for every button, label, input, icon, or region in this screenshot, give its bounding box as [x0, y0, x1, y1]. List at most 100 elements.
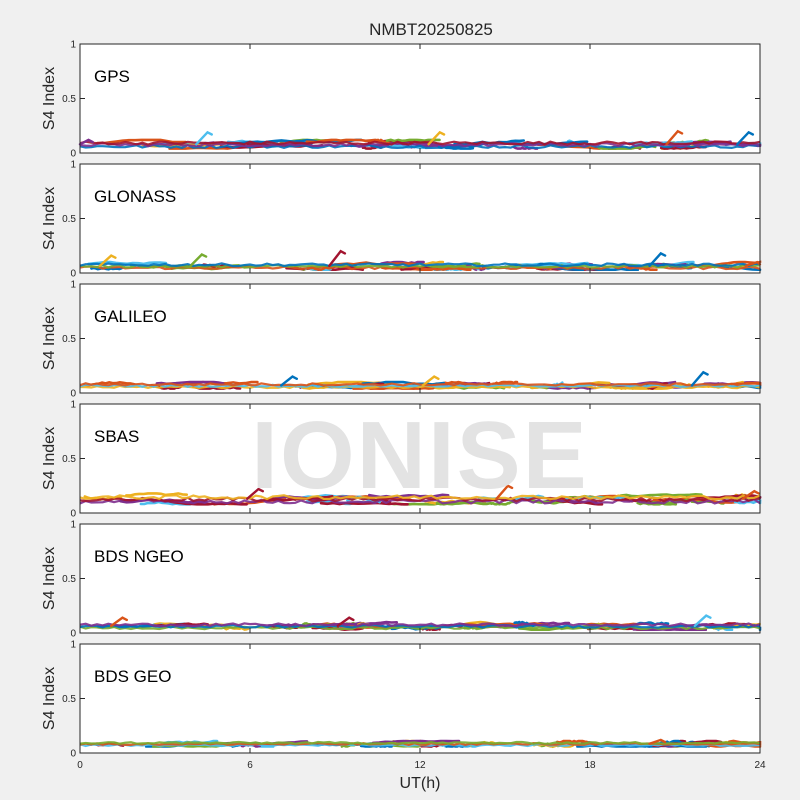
y-tick-label: 1 — [70, 40, 76, 51]
constellation-label: BDS NGEO — [94, 547, 184, 566]
series-trace — [595, 383, 674, 390]
y-ticks: 00.51 — [62, 640, 760, 760]
series-peak — [246, 487, 264, 500]
constellation-label: GLONASS — [94, 187, 176, 206]
y-axis-label: S4 Index — [41, 67, 58, 130]
y-tick-label: 0 — [70, 389, 76, 400]
series-baseline — [79, 262, 761, 268]
series-baseline — [79, 384, 761, 390]
data-traces — [79, 249, 762, 272]
y-tick-label: 1 — [70, 280, 76, 291]
y-tick-label: 1 — [70, 640, 76, 651]
y-tick-label: 0 — [70, 749, 76, 760]
x-tick-label: 0 — [77, 760, 83, 771]
y-tick-label: 0.5 — [62, 574, 76, 585]
constellation-label: SBAS — [94, 427, 139, 446]
series-peak — [744, 260, 762, 268]
series-peak — [280, 375, 298, 387]
series-trace — [125, 492, 189, 497]
constellation-label: GPS — [94, 67, 130, 86]
series-baseline — [79, 740, 761, 745]
y-tick-label: 0.5 — [62, 334, 76, 345]
series-baseline — [79, 140, 761, 146]
series-trace — [168, 500, 248, 506]
series-peak — [693, 614, 712, 628]
y-tick-label: 0 — [70, 629, 76, 640]
series-trace — [90, 266, 123, 271]
y-axis-label: S4 Index — [41, 547, 58, 610]
series-baseline — [79, 622, 761, 628]
plot-area — [80, 164, 760, 273]
series-baseline — [79, 496, 761, 503]
y-tick-label: 0.5 — [62, 454, 76, 465]
y-tick-label: 0 — [70, 149, 76, 160]
series-peak — [665, 129, 684, 146]
figure-title: NMBT20250825 — [369, 20, 493, 39]
y-tick-label: 0.5 — [62, 214, 76, 225]
plot-area — [80, 644, 760, 753]
series-peak — [336, 616, 355, 628]
constellation-label: BDS GEO — [94, 667, 171, 686]
y-ticks: 00.51 — [62, 520, 760, 640]
y-axis-label: S4 Index — [41, 667, 58, 730]
y-tick-label: 1 — [70, 160, 76, 171]
series-trace — [541, 385, 597, 390]
y-ticks: 00.51 — [62, 280, 760, 400]
series-baseline — [79, 143, 761, 150]
series-baseline — [79, 265, 761, 271]
watermark-logo: IONISE — [251, 402, 588, 509]
y-ticks: 00.51 — [62, 160, 760, 280]
series-trace — [380, 260, 425, 265]
series-peak — [78, 138, 94, 146]
series-peak — [495, 484, 514, 500]
y-tick-label: 0.5 — [62, 94, 76, 105]
data-traces — [78, 129, 762, 150]
series-trace — [371, 739, 461, 745]
y-tick-label: 0.5 — [62, 694, 76, 705]
series-baseline — [79, 382, 761, 387]
y-ticks: 00.51 — [62, 400, 760, 520]
plot-area — [80, 44, 760, 153]
series-peak — [195, 130, 213, 146]
series-peak — [648, 251, 667, 268]
y-axis-label: S4 Index — [41, 187, 58, 250]
plot-area — [80, 524, 760, 633]
series-trace — [555, 739, 589, 744]
series-peak — [110, 616, 128, 628]
series-peak — [189, 253, 208, 268]
series-trace — [385, 138, 441, 143]
series-trace — [619, 492, 703, 498]
series-peak — [328, 249, 347, 268]
series-peak — [648, 738, 667, 745]
series-peak — [421, 375, 440, 387]
x-tick-label: 6 — [247, 760, 253, 771]
series-peak — [736, 130, 755, 146]
x-axis: 0 6 12 18 24 — [77, 760, 766, 771]
series-trace — [96, 138, 187, 145]
series-peak — [690, 370, 709, 387]
y-ticks: 00.51 — [62, 40, 760, 160]
y-axis-label: S4 Index — [41, 427, 58, 490]
x-tick-label: 12 — [414, 760, 426, 771]
y-tick-label: 0 — [70, 509, 76, 520]
data-traces — [79, 370, 762, 390]
x-tick-label: 24 — [754, 760, 766, 771]
series-peak — [98, 254, 117, 268]
series-peak — [741, 489, 760, 500]
x-axis-label: UT(h) — [400, 775, 441, 792]
x-tick-label: 18 — [584, 760, 596, 771]
y-tick-label: 1 — [70, 520, 76, 531]
y-tick-label: 0 — [70, 269, 76, 280]
constellation-label: GALILEO — [94, 307, 167, 326]
y-tick-label: 1 — [70, 400, 76, 411]
data-traces — [79, 738, 762, 749]
series-baseline — [79, 494, 761, 501]
